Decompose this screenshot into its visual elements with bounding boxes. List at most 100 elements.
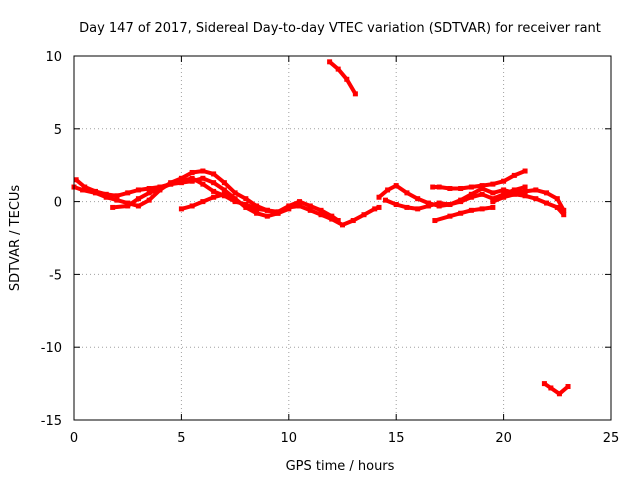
- x-tick-label: 0: [70, 431, 78, 446]
- data-point: [533, 187, 539, 193]
- data-point: [468, 184, 474, 190]
- data-point: [114, 197, 120, 203]
- x-tick-label: 5: [177, 431, 185, 446]
- data-point: [329, 216, 335, 222]
- data-point: [125, 203, 131, 209]
- data-point: [200, 168, 206, 174]
- data-point: [490, 196, 496, 202]
- data-point: [415, 196, 421, 202]
- x-tick-label: 25: [603, 431, 620, 446]
- data-point: [479, 183, 485, 189]
- data-point: [404, 190, 410, 196]
- data-point: [340, 222, 345, 228]
- data-point: [228, 194, 234, 200]
- x-tick-label: 10: [281, 431, 298, 446]
- data-point: [522, 168, 528, 174]
- data-point: [561, 207, 567, 213]
- x-tick-label: 15: [388, 431, 405, 446]
- data-point: [501, 191, 507, 197]
- data-point: [211, 194, 217, 200]
- data-point: [432, 218, 438, 224]
- data-point: [404, 204, 410, 210]
- data-point: [146, 185, 152, 191]
- data-point: [264, 213, 270, 219]
- data-point: [344, 76, 350, 82]
- data-point: [501, 187, 507, 193]
- data-point: [479, 206, 485, 212]
- data-point: [447, 202, 453, 208]
- y-tick-label: 10: [45, 50, 62, 65]
- chart-title: Day 147 of 2017, Sidereal Day-to-day VTE…: [79, 21, 601, 36]
- series-layer: [71, 59, 571, 397]
- data-point: [297, 199, 303, 205]
- data-point: [468, 191, 474, 197]
- data-point: [436, 200, 442, 206]
- data-point: [211, 180, 217, 186]
- data-point: [522, 188, 528, 194]
- data-point: [376, 194, 382, 200]
- x-axis-label: GPS time / hours: [286, 459, 395, 474]
- data-point: [548, 385, 554, 391]
- data-point: [490, 199, 496, 205]
- data-point: [511, 172, 517, 178]
- data-point: [264, 207, 270, 213]
- data-point: [361, 212, 367, 218]
- data-point: [82, 184, 88, 190]
- data-point: [544, 200, 550, 206]
- data-point: [157, 185, 163, 191]
- data-point: [565, 384, 571, 390]
- data-point: [200, 175, 206, 181]
- data-point: [385, 187, 391, 193]
- data-point: [297, 203, 303, 209]
- data-point: [561, 212, 567, 218]
- data-point: [490, 190, 496, 196]
- data-point: [200, 181, 206, 187]
- data-point: [254, 203, 260, 209]
- data-point: [146, 197, 152, 203]
- grid-layer: [74, 56, 611, 420]
- series-line-11: [542, 381, 570, 396]
- data-point: [221, 191, 227, 197]
- data-point: [254, 210, 260, 216]
- data-point: [556, 391, 562, 397]
- data-point: [436, 203, 442, 209]
- data-point: [430, 184, 436, 190]
- data-point: [468, 207, 474, 213]
- data-point: [125, 190, 131, 196]
- data-point: [232, 196, 238, 202]
- data-point: [522, 184, 528, 190]
- data-point: [425, 203, 431, 209]
- data-point: [189, 169, 195, 175]
- data-point: [200, 199, 206, 205]
- data-point: [533, 196, 539, 202]
- data-point: [92, 188, 98, 194]
- data-point: [275, 209, 281, 215]
- data-point: [458, 197, 464, 203]
- data-point: [73, 177, 79, 183]
- data-point: [327, 59, 333, 65]
- data-point: [501, 178, 507, 184]
- data-point: [554, 196, 560, 202]
- data-point: [80, 187, 86, 193]
- data-point: [135, 187, 141, 193]
- data-point: [458, 185, 464, 191]
- data-point: [490, 204, 496, 210]
- data-point: [544, 190, 550, 196]
- data-point: [211, 188, 217, 194]
- data-point: [447, 185, 453, 191]
- data-point: [254, 206, 260, 212]
- data-point: [189, 203, 195, 209]
- data-point: [243, 196, 249, 202]
- data-point: [221, 187, 227, 193]
- data-point: [189, 175, 195, 181]
- data-point: [103, 194, 109, 200]
- data-point: [232, 190, 238, 196]
- y-tick-label: -10: [41, 341, 62, 356]
- data-point: [243, 204, 249, 210]
- plot-frame: [73, 55, 612, 421]
- data-point: [511, 187, 517, 193]
- data-point: [350, 218, 356, 224]
- data-point: [541, 381, 547, 387]
- y-tick-label: 0: [54, 196, 62, 211]
